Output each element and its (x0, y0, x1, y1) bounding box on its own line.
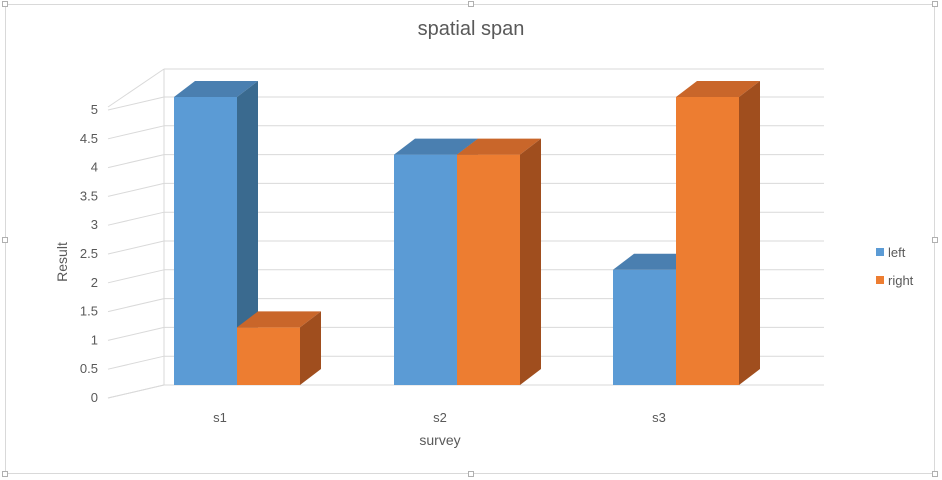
y-tick-label: 5 (91, 102, 98, 117)
side-gridline (107, 125, 165, 140)
x-tick-label-s3: s3 (652, 410, 666, 425)
resize-handle-left[interactable] (2, 237, 8, 243)
y-tick-label: 2 (91, 275, 98, 290)
bar-side (237, 81, 258, 385)
y-tick-label: 1 (91, 332, 98, 347)
y-tick-label: 0.5 (80, 361, 98, 376)
resize-handle-bottom-left[interactable] (2, 471, 8, 477)
side-gridline (107, 298, 165, 313)
resize-handle-top-right[interactable] (932, 1, 938, 7)
bar-front (237, 327, 300, 385)
y-tick-label: 3 (91, 217, 98, 232)
bar-right-s1 (237, 311, 321, 385)
bars (174, 81, 760, 385)
y-tick-label: 2.5 (80, 246, 98, 261)
x-tick-label-s1: s1 (213, 410, 227, 425)
side-gridline (107, 182, 165, 197)
bar-front (394, 154, 457, 385)
resize-handle-right[interactable] (932, 237, 938, 243)
y-tick-labels: 0 0.5 1 1.5 2 2.5 3 3.5 4 4.5 5 (80, 102, 98, 405)
bar-left-s1 (174, 81, 258, 385)
side-gridline (107, 96, 165, 111)
bar-side (520, 138, 541, 385)
bar-front (457, 154, 520, 385)
bar-front (613, 269, 676, 385)
side-gridline-top (107, 68, 165, 108)
resize-handle-top-left[interactable] (2, 1, 8, 7)
bar-right-s3 (676, 81, 760, 385)
side-gridline (107, 211, 165, 226)
resize-handle-bottom[interactable] (468, 471, 474, 477)
bar-top (676, 81, 760, 97)
bar-top (457, 138, 541, 155)
y-tick-label: 4.5 (80, 131, 98, 146)
side-gridline (107, 384, 165, 399)
chart-walls (107, 69, 165, 399)
bar-side (300, 311, 321, 385)
side-gridline (107, 154, 165, 169)
y-tick-label: 1.5 (80, 304, 98, 319)
bar-right-s2 (457, 138, 541, 385)
bar-top (394, 138, 478, 155)
resize-handle-bottom-right[interactable] (932, 471, 938, 477)
legend-swatch-left (876, 248, 884, 256)
bar-side (739, 81, 760, 385)
y-tick-label: 0 (91, 390, 98, 405)
x-axis-title[interactable]: survey (419, 432, 461, 448)
legend-label-right: right (888, 272, 914, 288)
resize-handle-top[interactable] (468, 1, 474, 7)
bar-top (174, 81, 258, 97)
legend[interactable]: left right (876, 238, 913, 294)
legend-item-right[interactable]: right (876, 266, 913, 294)
side-gridline (107, 240, 165, 255)
x-tick-label-s2: s2 (433, 410, 447, 425)
y-tick-label: 4 (91, 160, 98, 175)
legend-item-left[interactable]: left (876, 238, 913, 266)
bar-front (174, 97, 237, 385)
side-gridline (107, 326, 165, 341)
x-tick-labels: s1 s2 s3 (213, 410, 666, 425)
legend-swatch-right (876, 276, 884, 284)
side-gridline (107, 269, 165, 284)
y-tick-label: 3.5 (80, 188, 98, 203)
bar-top (237, 311, 321, 328)
bar-front (676, 97, 739, 385)
chart-title[interactable]: spatial span (417, 18, 525, 40)
legend-label-left: left (888, 244, 906, 260)
side-gridline (107, 355, 165, 370)
